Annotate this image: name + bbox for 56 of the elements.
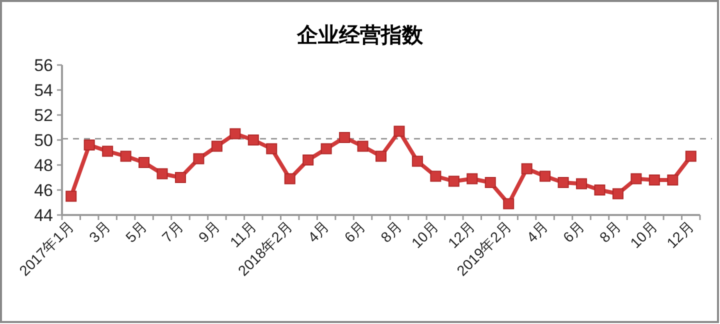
point [357,140,368,152]
point [211,140,222,152]
point [576,178,588,190]
point [84,140,95,150]
point [685,150,696,162]
point [302,154,314,166]
point [248,134,259,146]
x-tick-label: 4月 [306,218,334,246]
x-tick-label: 3月 [86,218,114,246]
point [667,174,678,186]
x-tick-label: 6月 [560,218,588,246]
point [339,132,350,143]
point [503,198,514,210]
point [430,170,442,182]
y-tick-label: 50 [34,131,53,150]
x-tick-label: 9月 [196,218,224,246]
point [266,143,278,154]
y-tick-label: 52 [34,106,53,125]
point [394,126,405,137]
x-tick-label: 6月 [342,218,370,246]
x-tick-label: 12月 [664,218,698,252]
chart-title: 企业经营指数 [296,22,424,47]
y-tick-label: 46 [34,181,53,200]
point [558,177,569,188]
point [193,153,204,164]
point [376,150,386,162]
x-tick-label: 8月 [597,218,625,246]
point [448,176,460,187]
point [320,143,332,154]
point [540,170,551,182]
point [612,188,624,200]
point [284,173,296,184]
y-tick-label: 44 [34,206,53,225]
y-tick-label: 48 [34,156,53,175]
y-tick-label: 54 [34,81,53,100]
point [594,184,606,196]
point [138,157,150,168]
point [230,128,241,140]
point [66,190,77,202]
point [412,156,423,167]
point [156,168,168,180]
point [120,150,132,162]
point [484,177,496,188]
x-tick-label: 7月 [160,218,188,246]
y-tick-label: 56 [34,56,53,75]
point [630,173,642,184]
point [521,163,532,174]
x-tick-label: 4月 [524,218,552,246]
x-tick-label: 10月 [409,218,443,252]
x-tick-label: 10月 [628,218,662,252]
x-tick-label: 5月 [123,218,151,246]
point [102,146,114,157]
x-tick-label: 8月 [378,218,406,246]
point [466,173,478,184]
point [174,172,186,183]
point [648,174,660,186]
